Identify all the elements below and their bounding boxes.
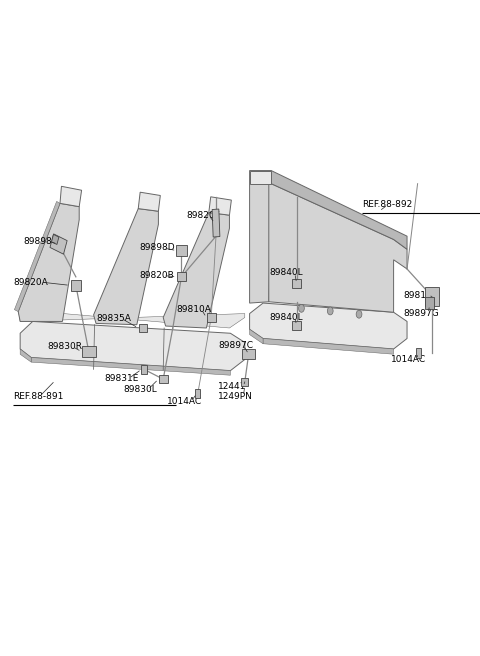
Polygon shape xyxy=(163,213,229,328)
Text: REF.88-892: REF.88-892 xyxy=(362,200,413,209)
Text: 89840L: 89840L xyxy=(270,268,303,277)
Polygon shape xyxy=(138,192,160,211)
Polygon shape xyxy=(250,329,263,344)
Polygon shape xyxy=(271,171,407,249)
Text: 1249PN: 1249PN xyxy=(218,392,253,401)
Polygon shape xyxy=(60,186,82,207)
Polygon shape xyxy=(94,209,158,325)
Polygon shape xyxy=(18,203,79,321)
Polygon shape xyxy=(241,378,248,386)
Polygon shape xyxy=(292,279,301,287)
Text: 89810A: 89810A xyxy=(177,305,212,314)
Polygon shape xyxy=(209,197,231,215)
Text: 1014AC: 1014AC xyxy=(391,355,426,364)
Polygon shape xyxy=(207,314,216,321)
Text: 89820B: 89820B xyxy=(139,271,174,280)
Text: 12441: 12441 xyxy=(218,382,247,391)
Polygon shape xyxy=(18,310,245,328)
Polygon shape xyxy=(14,201,60,312)
Circle shape xyxy=(327,307,333,315)
Text: 89898A: 89898A xyxy=(23,237,58,246)
Polygon shape xyxy=(51,234,59,245)
Polygon shape xyxy=(263,338,394,354)
Text: 89831E: 89831E xyxy=(105,374,139,383)
Polygon shape xyxy=(269,184,407,312)
Polygon shape xyxy=(139,324,147,332)
Polygon shape xyxy=(250,303,407,349)
Text: REF.88-891: REF.88-891 xyxy=(13,392,64,401)
Polygon shape xyxy=(82,346,96,357)
Text: 89810J: 89810J xyxy=(403,291,434,300)
Text: 89835A: 89835A xyxy=(96,314,131,323)
Text: 1014AC: 1014AC xyxy=(167,397,202,406)
Polygon shape xyxy=(71,280,81,291)
Polygon shape xyxy=(177,272,186,281)
Polygon shape xyxy=(425,287,439,306)
Text: 89820F: 89820F xyxy=(186,211,220,220)
Polygon shape xyxy=(425,297,434,309)
Polygon shape xyxy=(195,389,200,398)
Text: 89898D: 89898D xyxy=(139,243,175,253)
Polygon shape xyxy=(20,321,245,371)
Circle shape xyxy=(356,310,362,318)
Polygon shape xyxy=(212,209,220,237)
Polygon shape xyxy=(20,349,31,362)
Text: 89820A: 89820A xyxy=(13,277,48,287)
Polygon shape xyxy=(416,348,421,358)
Polygon shape xyxy=(250,171,271,184)
Text: 89830L: 89830L xyxy=(124,385,157,394)
Polygon shape xyxy=(292,321,301,329)
Polygon shape xyxy=(242,349,255,359)
Polygon shape xyxy=(50,234,67,254)
Text: 89897G: 89897G xyxy=(403,309,439,318)
Text: 89840L: 89840L xyxy=(270,313,303,322)
Polygon shape xyxy=(159,375,168,383)
Circle shape xyxy=(299,304,304,312)
Polygon shape xyxy=(31,358,230,375)
Text: 89897C: 89897C xyxy=(218,340,253,350)
Polygon shape xyxy=(141,365,147,374)
Polygon shape xyxy=(176,245,187,256)
Polygon shape xyxy=(250,171,271,303)
Text: 89830R: 89830R xyxy=(47,342,82,351)
